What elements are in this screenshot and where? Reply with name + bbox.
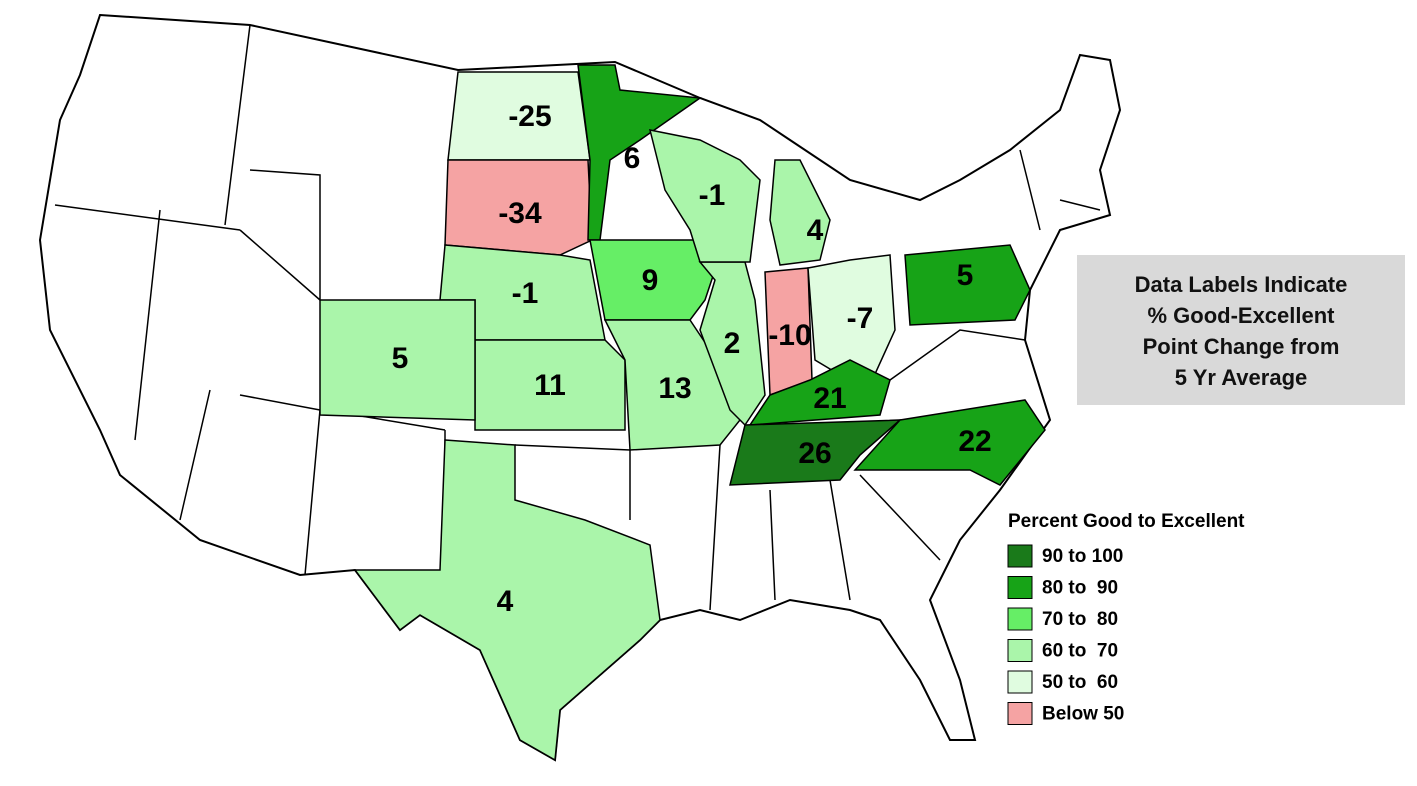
state xyxy=(853,399,1046,486)
state xyxy=(444,159,593,256)
legend-swatch xyxy=(1007,670,1033,694)
state-label: -1 xyxy=(512,277,539,310)
legend-label: 90 to 100 xyxy=(1042,546,1123,567)
legend-label: Below 50 xyxy=(1042,704,1124,725)
legend-label: 70 to 80 xyxy=(1042,609,1118,630)
legend-swatch xyxy=(1007,607,1033,631)
state xyxy=(807,254,896,386)
state-borders xyxy=(54,24,1101,611)
note-line: 5 Yr Average xyxy=(1175,365,1308,390)
state-label: 11 xyxy=(534,369,566,402)
state xyxy=(729,419,903,486)
state-label: 21 xyxy=(813,382,846,415)
state xyxy=(353,439,661,762)
note-box xyxy=(1077,255,1405,405)
legend-swatch xyxy=(1007,702,1033,725)
note-line: % Good-Excellent xyxy=(1147,303,1335,328)
legend-swatch xyxy=(1007,576,1033,599)
state-label: 4 xyxy=(807,214,824,247)
state xyxy=(577,64,703,241)
state-label: 9 xyxy=(642,264,659,297)
legend-label: 60 to 70 xyxy=(1042,641,1118,662)
state-label: -34 xyxy=(498,197,542,230)
state xyxy=(769,159,831,266)
state xyxy=(603,319,741,451)
legend-swatch xyxy=(1007,544,1033,568)
note-line: Point Change from xyxy=(1143,334,1340,359)
state-label: -10 xyxy=(768,319,811,352)
state xyxy=(648,129,761,263)
state-label: 26 xyxy=(798,437,831,470)
legend-swatch xyxy=(1007,639,1033,662)
state-label: -25 xyxy=(508,100,551,133)
state-label: 5 xyxy=(957,259,974,292)
state xyxy=(319,299,476,421)
state-label: 5 xyxy=(392,342,409,375)
legend-label: 50 to 60 xyxy=(1042,672,1118,693)
state-label: -7 xyxy=(847,302,874,335)
state-label: 2 xyxy=(724,327,741,360)
state-label: 6 xyxy=(624,142,641,175)
state xyxy=(904,244,1031,326)
state-label: 4 xyxy=(497,585,514,618)
state-label: 13 xyxy=(658,372,691,405)
legend-title: Percent Good to Excellent xyxy=(1008,511,1245,532)
state-label: 22 xyxy=(958,425,991,458)
legend-label: 80 to 90 xyxy=(1042,578,1118,599)
note-line: Data Labels Indicate xyxy=(1135,272,1348,297)
state-label: -1 xyxy=(699,179,726,212)
